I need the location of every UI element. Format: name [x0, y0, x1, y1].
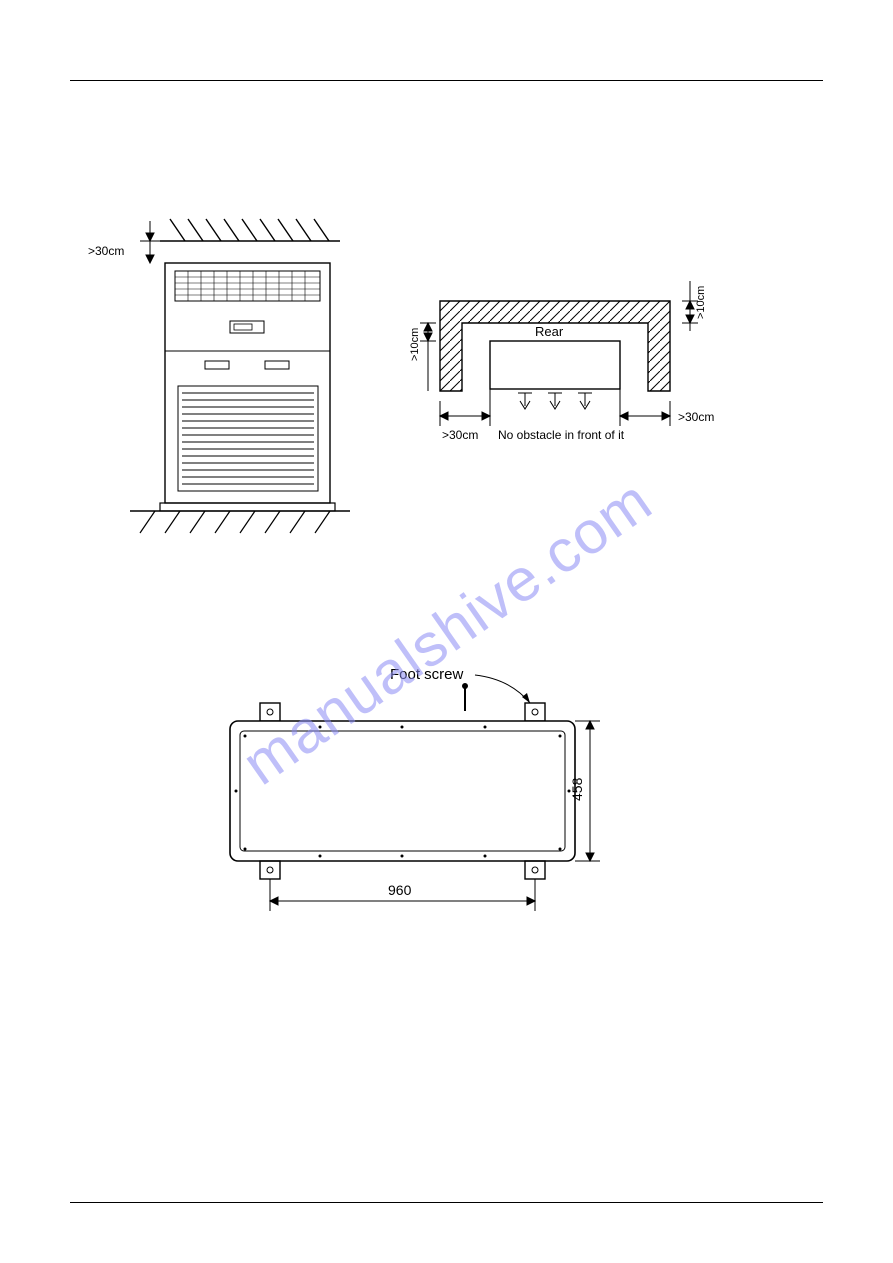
- foot-screw-label: Foot screw: [390, 666, 464, 683]
- top-rule: [70, 80, 823, 81]
- right-clearance-label: >30cm: [678, 410, 714, 424]
- front-clearance-diagram: >30cm: [70, 211, 350, 541]
- page-content: manualshive.com: [70, 60, 823, 1203]
- top-clearance-label: >30cm: [88, 244, 124, 258]
- side-clearance-label: >10cm: [409, 328, 421, 361]
- rear-label: Rear: [535, 324, 564, 339]
- height-dimension: 458: [569, 777, 585, 801]
- width-dimension: 960: [388, 882, 412, 898]
- top-view-clearance-diagram: Rear >10cm: [390, 261, 740, 491]
- top-diagrams-row: >30cm: [70, 211, 823, 541]
- foot-mounting-diagram: Foot screw 458: [170, 661, 690, 971]
- bottom-rule: [70, 1202, 823, 1203]
- front-obstacle-note: No obstacle in front of it: [498, 428, 625, 442]
- top-side-clearance-label: >10cm: [695, 286, 707, 319]
- left-clearance-label: >30cm: [442, 428, 478, 442]
